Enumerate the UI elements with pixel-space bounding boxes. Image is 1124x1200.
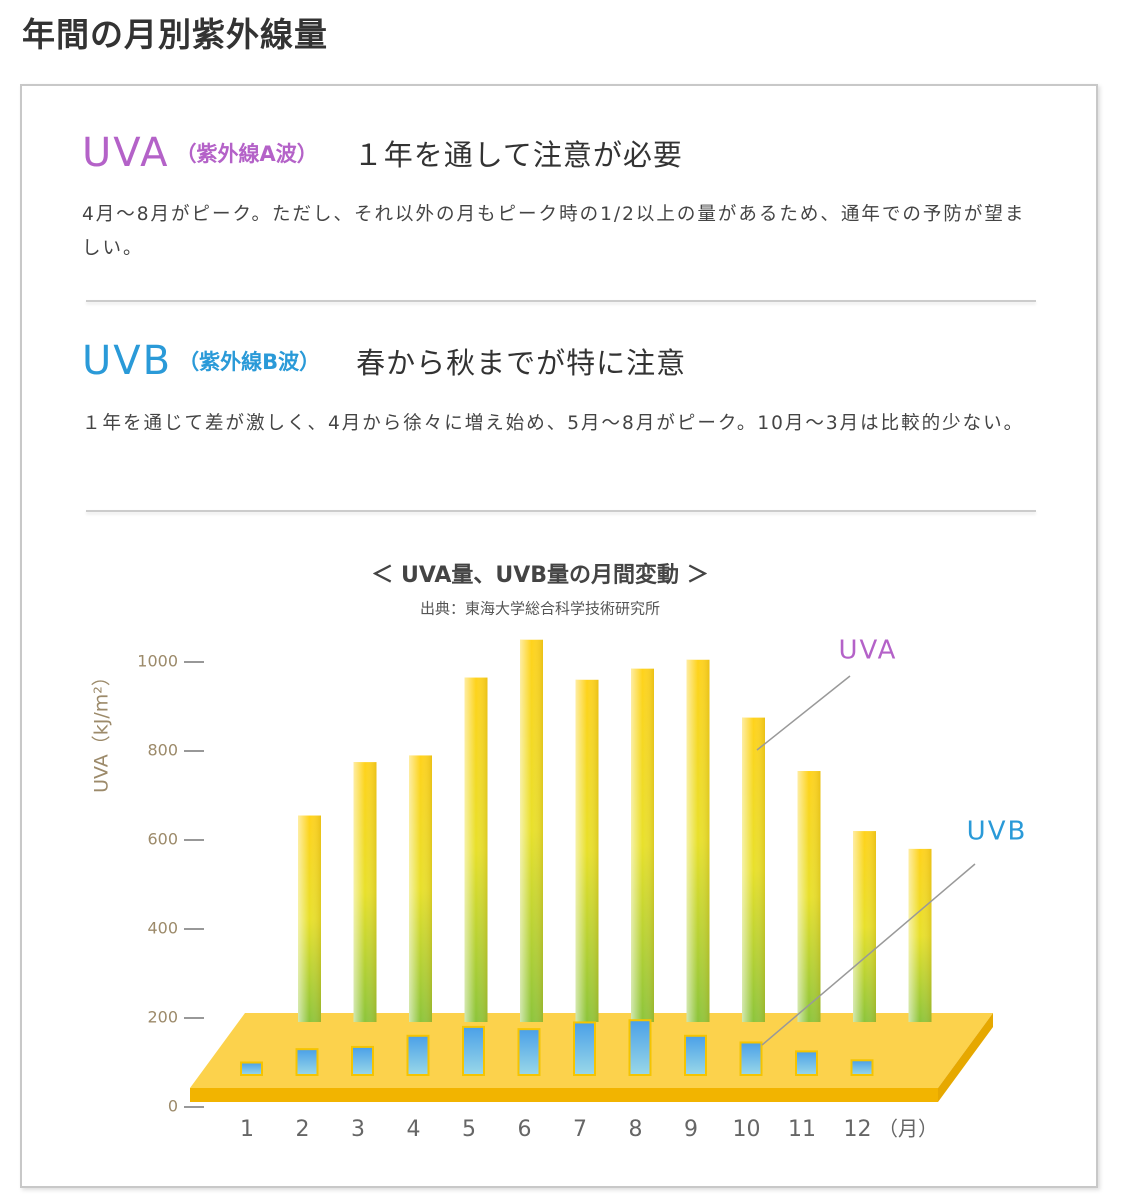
uvb-bar: [406, 1034, 430, 1077]
x-tick-label: 7: [573, 1117, 587, 1142]
chart-title: ＜ UVA量、UVB量の月間変動 ＞: [371, 562, 708, 588]
platform-edge: [190, 1088, 938, 1102]
uvb-bar: [573, 1021, 596, 1077]
y-tick-label: 200: [147, 1008, 178, 1027]
y-tick-label: 800: [147, 741, 178, 760]
bar-shade: [631, 668, 654, 1022]
x-tick-label: 11: [788, 1117, 816, 1142]
bar-shade: [575, 679, 599, 1022]
x-tick-label: 10: [733, 1117, 761, 1142]
x-tick-label: 5: [462, 1117, 476, 1142]
bar-shade: [908, 848, 932, 1022]
page-title: 年間の月別紫外線量: [22, 15, 328, 54]
uvb-heading: UVB （紫外線B波） 春から秋までが特に注意: [82, 338, 686, 384]
uvb-bar: [739, 1041, 763, 1076]
y-tick-label: 1000: [137, 652, 178, 671]
bar-shade: [686, 659, 710, 1022]
x-tick-label: 1: [240, 1117, 254, 1142]
bar-shade: [298, 815, 321, 1022]
uvb-bar: [240, 1061, 263, 1076]
x-unit: （月）: [878, 1117, 938, 1141]
heading-tagline: 春から秋までが特に注意: [356, 346, 687, 380]
uva-text: 4月〜8月がピーク。ただし、それ以外の月もピーク時の1/2以上の量があるため、通…: [82, 204, 1026, 259]
y-axis-label: UVA（kJ/m²）: [91, 667, 113, 793]
uva-heading: UVA （紫外線A波） １年を通して注意が必要: [82, 130, 683, 176]
x-tick-label: 12: [844, 1117, 872, 1142]
x-tick-label: 3: [351, 1117, 365, 1142]
bar-shade: [464, 677, 488, 1022]
heading-tagline: １年を通して注意が必要: [353, 138, 683, 172]
y-tick-label: 0: [168, 1097, 178, 1116]
content-box: [20, 84, 1098, 1188]
uvb-bar: [462, 1025, 485, 1077]
bar-shade: [520, 639, 543, 1022]
uvb-bar: [850, 1059, 874, 1077]
series-label: UVB: [967, 817, 1028, 847]
series-label: UVA: [839, 636, 898, 666]
uvb-bar: [684, 1034, 707, 1077]
separator: [86, 510, 1036, 512]
callout-line: [756, 675, 851, 751]
uvb-bar: [351, 1045, 374, 1077]
uvb-bar: [795, 1050, 818, 1076]
uvb-bar: [628, 1019, 652, 1076]
x-tick-label: 2: [296, 1117, 310, 1142]
uvb-bar: [517, 1028, 541, 1076]
callout-line: [761, 863, 976, 1046]
x-tick-label: 6: [518, 1117, 532, 1142]
bar-shade: [353, 762, 377, 1022]
heading-code: UVA: [82, 130, 170, 176]
x-tick-label: 4: [407, 1117, 421, 1142]
chart-subtitle: 出典：東海大学総合科学技術研究所: [420, 600, 660, 618]
platform-side: [938, 1013, 993, 1102]
bar-shade: [797, 771, 821, 1022]
heading-code: UVB: [82, 338, 173, 384]
heading-subtitle: （紫外線B波）: [178, 350, 321, 374]
bar-shade: [853, 831, 876, 1022]
y-tick-label: 600: [147, 830, 178, 849]
bar-shade: [409, 755, 432, 1022]
heading-subtitle: （紫外線A波）: [175, 142, 318, 166]
uvb-bar: [295, 1048, 319, 1077]
separator: [86, 300, 1036, 302]
y-tick-label: 400: [147, 919, 178, 938]
bar-shade: [742, 717, 765, 1022]
x-tick-label: 8: [629, 1117, 643, 1142]
uvb-text: １年を通じて差が激しく、4月から徐々に増え始め、5月〜8月がピーク。10月〜3月…: [82, 413, 1025, 434]
x-tick-label: 9: [684, 1117, 698, 1142]
